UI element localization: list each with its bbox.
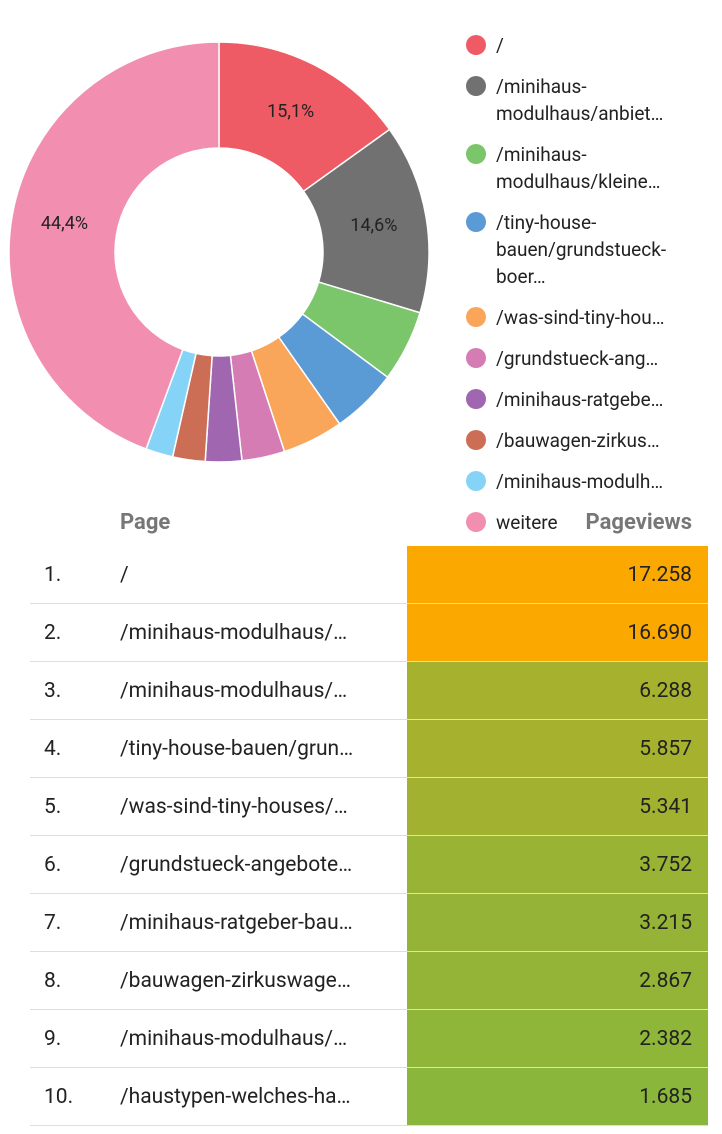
legend-swatch bbox=[466, 430, 486, 450]
header-cell: Page bbox=[120, 509, 171, 535]
pageviews-cell: 6.288 bbox=[407, 662, 708, 719]
legend: / /minihaus-modulhaus/anbiet… /minihaus-mo… bbox=[462, 32, 694, 550]
legend-swatch bbox=[466, 471, 486, 491]
slice bbox=[218, 41, 391, 193]
page-cell: / bbox=[120, 562, 129, 587]
legend-label: /grundstueck-ang… bbox=[496, 347, 659, 370]
legend-label: /bauwagen-zirkus… bbox=[496, 429, 660, 452]
rank: 8. bbox=[44, 968, 62, 993]
pageviews-cell: 5.341 bbox=[407, 778, 708, 835]
legend-item: /bauwagen-zirkus… bbox=[462, 427, 694, 454]
rank: 10. bbox=[44, 1084, 74, 1109]
table-row: 10. /haustypen-welches-ha… 1.685 bbox=[30, 1068, 708, 1126]
legend-swatch bbox=[466, 389, 486, 409]
header-cell: Pageviews bbox=[585, 509, 692, 535]
table: Page Pageviews 1. / 17.258 2. /minihaus-modu… bbox=[30, 498, 708, 1126]
legend-item: /minihaus-modulh… bbox=[462, 468, 694, 495]
donut-chart: 15,1% 14,6% 44,4% bbox=[8, 41, 430, 463]
rank: 2. bbox=[44, 620, 62, 645]
table-row: 8. /bauwagen-zirkuswage… 2.867 bbox=[30, 952, 708, 1010]
page-cell: /tiny-house-bauen/grun… bbox=[120, 736, 354, 761]
legend-label: /was-sind-tiny-hou… bbox=[496, 306, 665, 329]
pageviews-cell: 17.258 bbox=[407, 546, 708, 603]
legend-label: /minihaus-modulhaus/kleine… bbox=[496, 143, 661, 193]
page-cell: /minihaus-modulhaus/… bbox=[120, 620, 348, 645]
rank: 6. bbox=[44, 852, 62, 877]
legend-item: /minihaus-modulhaus/anbiet… bbox=[462, 73, 694, 127]
legend-swatch bbox=[466, 212, 486, 232]
table-row: 9. /minihaus-modulhaus/… 2.382 bbox=[30, 1010, 708, 1068]
slice bbox=[8, 41, 220, 450]
pageviews-cell: 3.752 bbox=[407, 836, 708, 893]
legend-item: /grundstueck-ang… bbox=[462, 345, 694, 372]
rank: 5. bbox=[44, 794, 62, 819]
legend-swatch bbox=[466, 35, 486, 55]
rank: 3. bbox=[44, 678, 62, 703]
pageviews-cell: 16.690 bbox=[407, 604, 708, 661]
legend-swatch bbox=[466, 76, 486, 96]
legend-swatch bbox=[466, 512, 486, 532]
rank: 7. bbox=[44, 910, 62, 935]
slice-label: 15,1% bbox=[267, 101, 314, 122]
legend-swatch bbox=[466, 348, 486, 368]
legend-item: /was-sind-tiny-hou… bbox=[462, 304, 694, 331]
slice-label: 14,6% bbox=[350, 215, 397, 236]
legend-item: /minihaus-ratgebe… bbox=[462, 386, 694, 413]
pageviews-cell: 2.382 bbox=[407, 1010, 708, 1067]
legend-label: /minihaus-modulhaus/anbiet… bbox=[496, 75, 664, 125]
pageviews-cell: 5.857 bbox=[407, 720, 708, 777]
pageviews-cell: 1.685 bbox=[407, 1068, 708, 1125]
legend-item: weitere bbox=[462, 509, 694, 536]
pageviews-cell: 2.867 bbox=[407, 952, 708, 1009]
table-row: 3. /minihaus-modulhaus/… 6.288 bbox=[30, 662, 708, 720]
legend-item: / bbox=[462, 32, 694, 59]
legend-swatch bbox=[466, 307, 486, 327]
page-cell: /minihaus-modulhaus/… bbox=[120, 1026, 348, 1051]
rank: 4. bbox=[44, 736, 62, 761]
legend-label: /minihaus-ratgebe… bbox=[496, 388, 664, 411]
table-row: 1. / 17.258 bbox=[30, 546, 708, 604]
legend-label: / bbox=[496, 34, 504, 57]
pageviews-cell: 3.215 bbox=[407, 894, 708, 951]
legend-item: /tiny-house-bauen/grundstueck-boer… bbox=[462, 209, 694, 290]
rank: 1. bbox=[44, 562, 62, 587]
page-cell: /haustypen-welches-ha… bbox=[120, 1084, 351, 1109]
page-cell: /grundstueck-angebote… bbox=[120, 852, 353, 877]
page-cell: /minihaus-ratgeber-bau… bbox=[120, 910, 353, 935]
rank: 9. bbox=[44, 1026, 62, 1051]
legend-item: /minihaus-modulhaus/kleine… bbox=[462, 141, 694, 195]
table-row: 6. /grundstueck-angebote… 3.752 bbox=[30, 836, 708, 894]
legend-swatch bbox=[466, 144, 486, 164]
table-row: 7. /minihaus-ratgeber-bau… 3.215 bbox=[30, 894, 708, 952]
table-row: 5. /was-sind-tiny-houses/… 5.341 bbox=[30, 778, 708, 836]
table-row: 4. /tiny-house-bauen/grun… 5.857 bbox=[30, 720, 708, 778]
table-header: Page Pageviews bbox=[30, 498, 708, 546]
page-cell: /was-sind-tiny-houses/… bbox=[120, 794, 348, 819]
legend-label: weitere bbox=[496, 511, 558, 534]
table-row: 2. /minihaus-modulhaus/… 16.690 bbox=[30, 604, 708, 662]
page-cell: /bauwagen-zirkuswage… bbox=[120, 968, 351, 993]
legend-label: /tiny-house-bauen/grundstueck-boer… bbox=[496, 211, 667, 288]
legend-label: /minihaus-modulh… bbox=[496, 470, 664, 493]
slice-label: 44,4% bbox=[41, 213, 88, 234]
page-cell: /minihaus-modulhaus/… bbox=[120, 678, 348, 703]
